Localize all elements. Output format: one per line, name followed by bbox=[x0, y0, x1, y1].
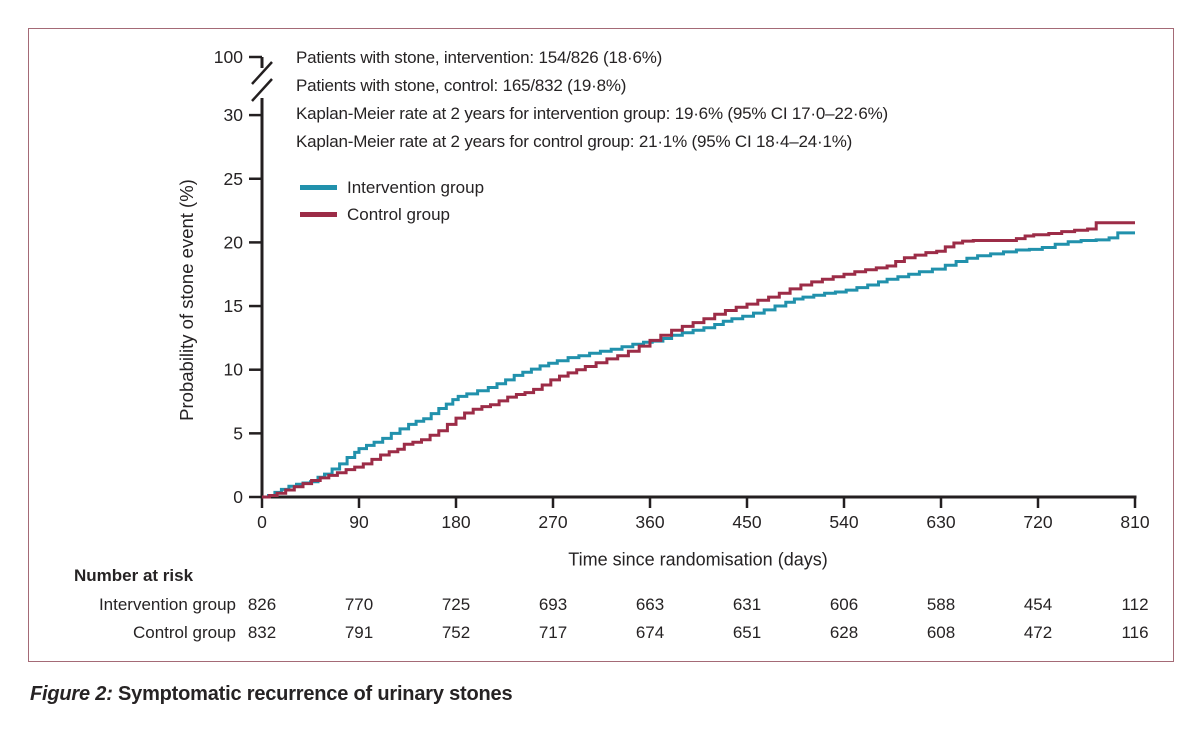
tick-labels: 0 90 180 270 360 450 540 630 720 810 0 5 10 15 20 25 30 1… bbox=[214, 47, 1150, 532]
x-tick-label: 360 bbox=[635, 512, 664, 532]
y-tick-label: 5 bbox=[233, 423, 243, 443]
x-tick-label: 90 bbox=[349, 512, 369, 532]
y-tick-label: 10 bbox=[224, 360, 244, 380]
legend-label-control: Control group bbox=[347, 204, 451, 224]
annotation-line-1: Patients with stone, intervention: 154/8… bbox=[296, 48, 663, 67]
risk-value: 628 bbox=[829, 623, 859, 642]
km-curve-control bbox=[262, 221, 1135, 499]
legend-row-intervention: Intervention group bbox=[300, 174, 484, 201]
x-tick-label: 720 bbox=[1023, 512, 1052, 532]
risk-value: 717 bbox=[538, 623, 568, 642]
x-tick-label: 810 bbox=[1120, 512, 1149, 532]
km-curve-intervention bbox=[262, 231, 1135, 499]
y-tick-label: 0 bbox=[233, 487, 243, 507]
risk-value: 472 bbox=[1023, 623, 1053, 642]
annotation-line-4: Kaplan-Meier rate at 2 years for control… bbox=[296, 132, 853, 151]
y-tick-label: 25 bbox=[224, 169, 243, 189]
x-tick-label: 630 bbox=[926, 512, 955, 532]
legend-row-control: Control group bbox=[300, 201, 484, 228]
x-tick-label: 450 bbox=[732, 512, 761, 532]
risk-row-label-control: Control group bbox=[132, 623, 236, 642]
y-axis-title: Probability of stone event (%) bbox=[176, 179, 197, 421]
risk-value: 454 bbox=[1023, 595, 1053, 614]
number-at-risk-header: Number at risk bbox=[74, 566, 194, 585]
x-tick-label: 180 bbox=[441, 512, 470, 532]
risk-value: 791 bbox=[344, 623, 374, 642]
figure-panel-border bbox=[28, 28, 1174, 662]
risk-value: 674 bbox=[635, 623, 665, 642]
risk-value: 116 bbox=[1121, 623, 1149, 642]
risk-value: 588 bbox=[926, 595, 956, 614]
y-tick-label-100: 100 bbox=[214, 47, 243, 67]
risk-value: 112 bbox=[1121, 595, 1149, 614]
risk-value: 608 bbox=[926, 623, 956, 642]
x-tick-label: 0 bbox=[257, 512, 267, 532]
risk-value: 832 bbox=[247, 623, 277, 642]
x-tick-label: 540 bbox=[829, 512, 858, 532]
figure-caption-prefix: Figure 2: bbox=[30, 683, 113, 705]
risk-value: 651 bbox=[732, 623, 762, 642]
annotation-block: Patients with stone, intervention: 154/8… bbox=[296, 44, 888, 156]
y-tick-label: 15 bbox=[224, 296, 243, 316]
risk-value: 606 bbox=[829, 595, 859, 614]
x-axis-title: Time since randomisation (days) bbox=[568, 549, 828, 570]
y-tick-label: 20 bbox=[224, 232, 244, 252]
legend: Intervention group Control group bbox=[300, 174, 484, 228]
risk-value: 770 bbox=[344, 595, 374, 614]
risk-value: 752 bbox=[441, 623, 471, 642]
axes bbox=[249, 55, 1137, 508]
axis-break-slash bbox=[251, 61, 273, 85]
risk-value: 725 bbox=[441, 595, 471, 614]
risk-row-label-intervention: Intervention group bbox=[98, 595, 236, 614]
annotation-line-2: Patients with stone, control: 165/832 (1… bbox=[296, 76, 627, 95]
control-line-swatch bbox=[300, 212, 337, 217]
annotation-line-3: Kaplan-Meier rate at 2 years for interve… bbox=[296, 104, 888, 123]
y-tick-label: 30 bbox=[224, 105, 244, 125]
x-tick-label: 270 bbox=[538, 512, 567, 532]
intervention-line-swatch bbox=[300, 185, 337, 190]
risk-value: 663 bbox=[635, 595, 665, 614]
risk-value: 631 bbox=[732, 595, 762, 614]
figure-caption: Figure 2: Symptomatic recurrence of urin… bbox=[30, 683, 513, 706]
axis-break-slash bbox=[251, 78, 273, 102]
risk-value: 826 bbox=[247, 595, 277, 614]
figure-caption-text: Symptomatic recurrence of urinary stones bbox=[112, 683, 513, 705]
risk-value: 693 bbox=[538, 595, 568, 614]
legend-label-intervention: Intervention group bbox=[347, 177, 485, 197]
